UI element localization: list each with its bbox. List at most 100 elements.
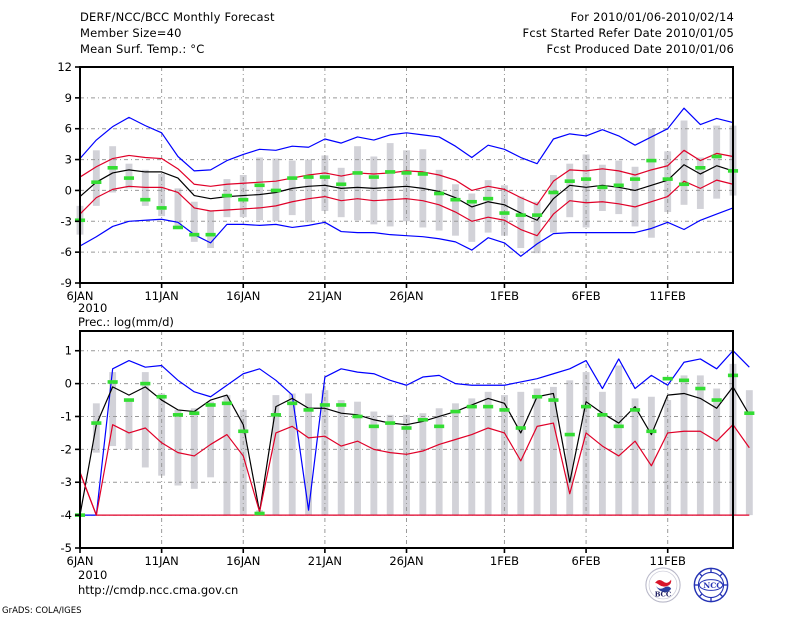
- median-marker: [221, 193, 232, 198]
- spread-bar: [550, 175, 557, 233]
- median-marker: [646, 158, 657, 163]
- spread-bar: [713, 125, 721, 199]
- median-marker: [744, 411, 755, 415]
- median-marker: [711, 398, 722, 402]
- median-marker: [548, 398, 559, 402]
- x-tick-label: 6JAN: [67, 554, 94, 568]
- spread-bar: [305, 393, 312, 516]
- median-marker: [515, 426, 526, 430]
- y-tick-label: 3: [65, 153, 72, 167]
- spread-bar: [484, 391, 492, 516]
- series-line: [79, 179, 734, 237]
- median-marker: [205, 232, 216, 237]
- series-line: [79, 472, 750, 516]
- spread-bar: [288, 393, 296, 516]
- bottom-chart-year-label: 2010: [78, 568, 108, 582]
- spread-bar: [696, 157, 704, 209]
- median-marker: [270, 188, 281, 193]
- spread-bar: [174, 188, 182, 228]
- median-marker: [695, 386, 706, 391]
- spread-bar: [484, 180, 492, 233]
- spread-bar: [468, 193, 476, 242]
- median-marker: [352, 171, 363, 175]
- median-marker: [123, 398, 135, 402]
- median-marker: [597, 185, 608, 190]
- median-marker: [91, 180, 102, 184]
- y-tick-label: 1: [65, 344, 72, 358]
- grads-credit-label: GrADS: COLA/IGES: [2, 606, 82, 616]
- y-tick-label: 12: [57, 60, 72, 74]
- median-marker: [270, 413, 281, 417]
- spread-bar: [713, 388, 721, 516]
- median-marker: [548, 190, 559, 195]
- spread-bar: [745, 390, 753, 516]
- median-marker: [646, 429, 657, 434]
- spread-bar: [533, 388, 541, 516]
- grid-lines: [80, 67, 733, 283]
- median-marker: [564, 432, 575, 437]
- median-marker: [695, 166, 706, 170]
- precip-axis-title: Prec.: log(mm/d): [78, 315, 174, 329]
- median-marker: [140, 381, 151, 386]
- x-axis: 6JAN 11JAN 16JAN 21JAN 26JAN 1FEB 6FEB 11FEB: [67, 283, 686, 303]
- median-marker: [678, 378, 690, 383]
- median-marker: [613, 183, 624, 188]
- x-tick-label: 21JAN: [308, 554, 342, 568]
- svg-text:NCC: NCC: [703, 581, 722, 590]
- median-marker: [466, 404, 477, 409]
- spread-bar: [305, 159, 312, 223]
- spread-bar: [550, 386, 557, 516]
- median-marker: [499, 211, 510, 215]
- spread-bar: [452, 184, 459, 236]
- y-tick-label: -3: [61, 475, 72, 489]
- forecast-produced-label: Fcst Produced Date 2010/01/06: [546, 42, 734, 56]
- spread-bar: [354, 401, 361, 516]
- spread-bar: [239, 409, 247, 516]
- spread-bar: [256, 157, 264, 221]
- spread-bar: [615, 365, 623, 516]
- x-tick-label: 16JAN: [226, 289, 260, 303]
- y-tick-label: 0: [65, 183, 72, 197]
- median-marker: [532, 213, 543, 217]
- spread-bar: [566, 163, 574, 218]
- median-marker: [434, 191, 445, 196]
- forecast-period-label: For 2010/01/06-2010/02/14: [570, 10, 734, 24]
- x-tick-label: 1FEB: [490, 554, 519, 568]
- spread-bar: [647, 128, 655, 238]
- y-tick-label: -6: [61, 245, 72, 259]
- spread-bar: [664, 400, 672, 516]
- spread-bar: [272, 395, 280, 516]
- data-series-group: [79, 107, 734, 257]
- spread-bar: [207, 401, 215, 478]
- spread-bar: [190, 201, 198, 242]
- series-line: [79, 422, 750, 516]
- spread-bar: [158, 393, 166, 476]
- median-marker: [336, 403, 347, 407]
- x-tick-label: 11FEB: [649, 289, 686, 303]
- median-marker: [254, 511, 265, 516]
- spread-bar: [223, 179, 231, 218]
- median-marker: [368, 175, 379, 179]
- spread-bar: [386, 414, 394, 516]
- median-marker: [254, 183, 265, 188]
- median-marker: [107, 166, 118, 170]
- y-tick-label: 6: [65, 122, 72, 136]
- median-marker: [336, 182, 347, 187]
- y-tick-label: -2: [61, 442, 72, 456]
- x-tick-label: 26JAN: [389, 289, 423, 303]
- median-marker: [417, 172, 428, 176]
- spread-bar: [598, 391, 606, 516]
- spread-bar: [696, 375, 704, 516]
- x-tick-label: 6FEB: [572, 554, 601, 568]
- median-marker: [711, 154, 722, 159]
- median-marker: [483, 196, 494, 201]
- median-marker: [597, 413, 608, 417]
- median-marker: [662, 177, 673, 181]
- spread-bar: [566, 380, 574, 516]
- cmdp-url-link[interactable]: http://cmdp.ncc.cma.gov.cn: [78, 583, 239, 597]
- series-line: [80, 350, 750, 516]
- median-marker: [368, 424, 379, 429]
- agency-logos: BCC NCC: [645, 567, 737, 603]
- median-marker: [515, 213, 526, 217]
